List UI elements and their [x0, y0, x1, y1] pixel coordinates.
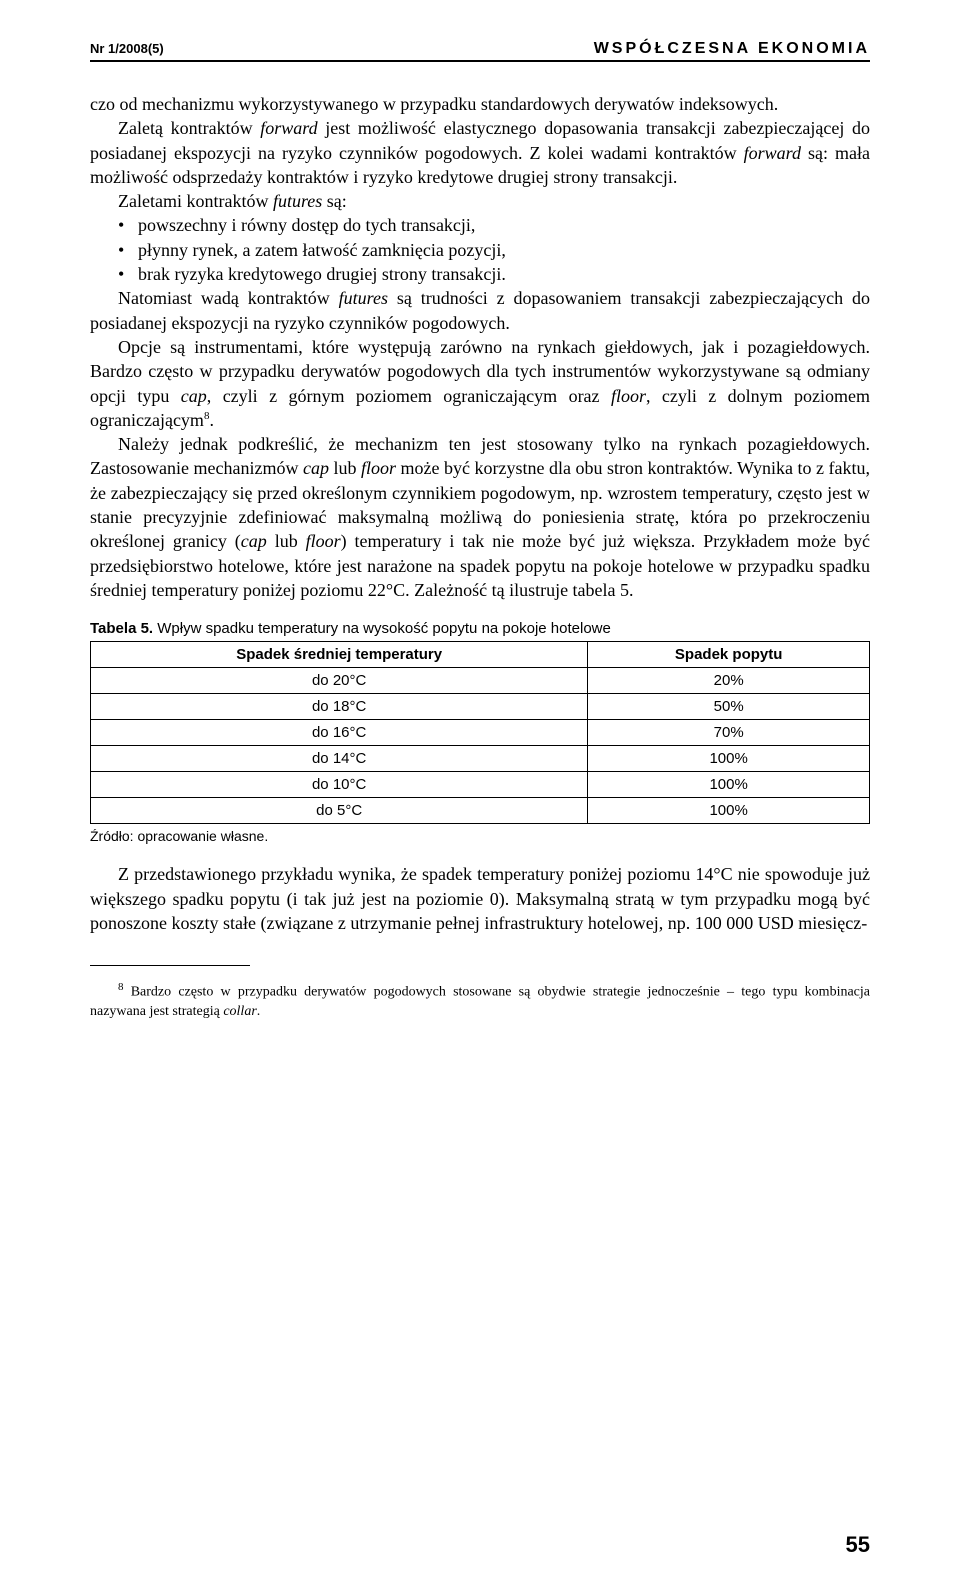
text-run: Zaletami kontraktów	[118, 191, 273, 211]
text-run: Natomiast wadą kontraktów	[118, 288, 339, 308]
paragraph: Natomiast wadą kontraktów futures są tru…	[90, 286, 870, 335]
footnote-separator	[90, 965, 250, 966]
table-header-cell: Spadek popytu	[588, 642, 870, 668]
text-run: lub	[329, 458, 361, 478]
italic-term: floor	[361, 458, 396, 478]
table-row: do 14°C 100%	[91, 746, 870, 772]
italic-term: forward	[260, 118, 317, 138]
data-table: Spadek średniej temperatury Spadek popyt…	[90, 641, 870, 824]
list-item: płynny rynek, a zatem łatwość zamknięcia…	[138, 238, 870, 262]
table-cell: do 20°C	[91, 668, 588, 694]
paragraph: czo od mechanizmu wykorzystywanego w prz…	[90, 92, 870, 116]
text-run: , czyli z górnym poziomem ograniczającym…	[207, 386, 611, 406]
paragraph: Opcje są instrumentami, które występują …	[90, 335, 870, 432]
table-cell: 100%	[588, 746, 870, 772]
page-header: Nr 1/2008(5) WSPÓŁCZESNA EKONOMIA	[90, 40, 870, 62]
journal-title: WSPÓŁCZESNA EKONOMIA	[594, 40, 870, 58]
table-cell: 100%	[588, 798, 870, 824]
italic-term: cap	[241, 531, 267, 551]
table-row: do 16°C 70%	[91, 720, 870, 746]
table-source: Źródło: opracowanie własne.	[90, 828, 870, 844]
italic-term: collar	[223, 1004, 256, 1019]
table-cell: do 14°C	[91, 746, 588, 772]
italic-term: futures	[339, 288, 388, 308]
italic-term: futures	[273, 191, 322, 211]
text-run: są:	[322, 191, 347, 211]
table-cell: 50%	[588, 694, 870, 720]
table-cell: 100%	[588, 772, 870, 798]
issue-number: Nr 1/2008(5)	[90, 41, 164, 56]
list-item: powszechny i równy dostęp do tych transa…	[138, 213, 870, 237]
table-cell: do 5°C	[91, 798, 588, 824]
paragraph: Zaletą kontraktów forward jest możliwość…	[90, 116, 870, 189]
table-header-cell: Spadek średniej temperatury	[91, 642, 588, 668]
text-run: Zaletą kontraktów	[118, 118, 260, 138]
article-body-continued: Z przedstawionego przykładu wynika, że s…	[90, 862, 870, 935]
table-cell: do 18°C	[91, 694, 588, 720]
table-cell: 20%	[588, 668, 870, 694]
paragraph: Zaletami kontraktów futures są:	[90, 189, 870, 213]
italic-term: cap	[303, 458, 329, 478]
table-cell: do 10°C	[91, 772, 588, 798]
table-row: do 10°C 100%	[91, 772, 870, 798]
italic-term: floor	[611, 386, 646, 406]
paragraph: Należy jednak podkreślić, że mechanizm t…	[90, 432, 870, 602]
text-run: lub	[267, 531, 306, 551]
table-row: do 20°C 20%	[91, 668, 870, 694]
table-cell: do 16°C	[91, 720, 588, 746]
table-cell: 70%	[588, 720, 870, 746]
footnote-text: .	[257, 1004, 261, 1019]
page-number: 55	[846, 1532, 870, 1558]
footnote: 8 Bardzo często w przypadku derywatów po…	[90, 980, 870, 1021]
table-row: do 5°C 100%	[91, 798, 870, 824]
italic-term: cap	[181, 386, 207, 406]
table-title: Wpływ spadku temperatury na wysokość pop…	[153, 620, 611, 637]
italic-term: floor	[306, 531, 341, 551]
paragraph: Z przedstawionego przykładu wynika, że s…	[90, 862, 870, 935]
table-header-row: Spadek średniej temperatury Spadek popyt…	[91, 642, 870, 668]
italic-term: forward	[744, 143, 801, 163]
article-body: czo od mechanizmu wykorzystywanego w prz…	[90, 92, 870, 602]
bullet-list: powszechny i równy dostęp do tych transa…	[90, 213, 870, 286]
footnote-text: Bardzo często w przypadku derywatów pogo…	[90, 985, 870, 1019]
text-run: .	[209, 410, 214, 430]
table-label: Tabela 5.	[90, 620, 153, 637]
list-item: brak ryzyka kredytowego drugiej strony t…	[138, 262, 870, 286]
table-caption: Tabela 5. Wpływ spadku temperatury na wy…	[90, 620, 870, 637]
table-row: do 18°C 50%	[91, 694, 870, 720]
